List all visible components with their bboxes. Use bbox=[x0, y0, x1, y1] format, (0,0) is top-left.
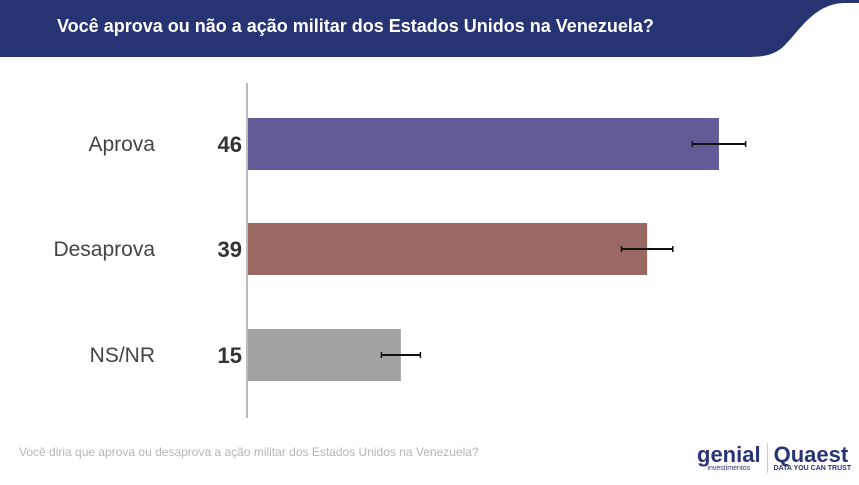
quaest-logo: Quaest DATA YOU CAN TRUST bbox=[773, 441, 852, 472]
logos: genial investimentos Quaest DATA YOU CAN T… bbox=[697, 443, 851, 473]
page-title: Você aprova ou não a ação militar dos Es… bbox=[57, 16, 654, 36]
category-label: Desaprova bbox=[53, 238, 155, 261]
genial-logo: genial investimentos bbox=[697, 441, 761, 472]
data-label: 39 bbox=[218, 237, 242, 262]
bar bbox=[247, 329, 401, 381]
data-label: 15 bbox=[218, 343, 242, 368]
data-label: 46 bbox=[218, 132, 242, 157]
category-label: NS/NR bbox=[90, 344, 155, 367]
footnote: Você diria que aprova ou desaprova a açã… bbox=[19, 445, 479, 459]
header-banner bbox=[0, 0, 859, 57]
bar-chart: Aprova 46 Desaprova 39 NS/NR 15 bbox=[53, 83, 747, 418]
logo-divider bbox=[766, 443, 768, 473]
bar bbox=[247, 118, 719, 170]
category-label: Aprova bbox=[88, 133, 155, 156]
bar bbox=[247, 223, 648, 275]
